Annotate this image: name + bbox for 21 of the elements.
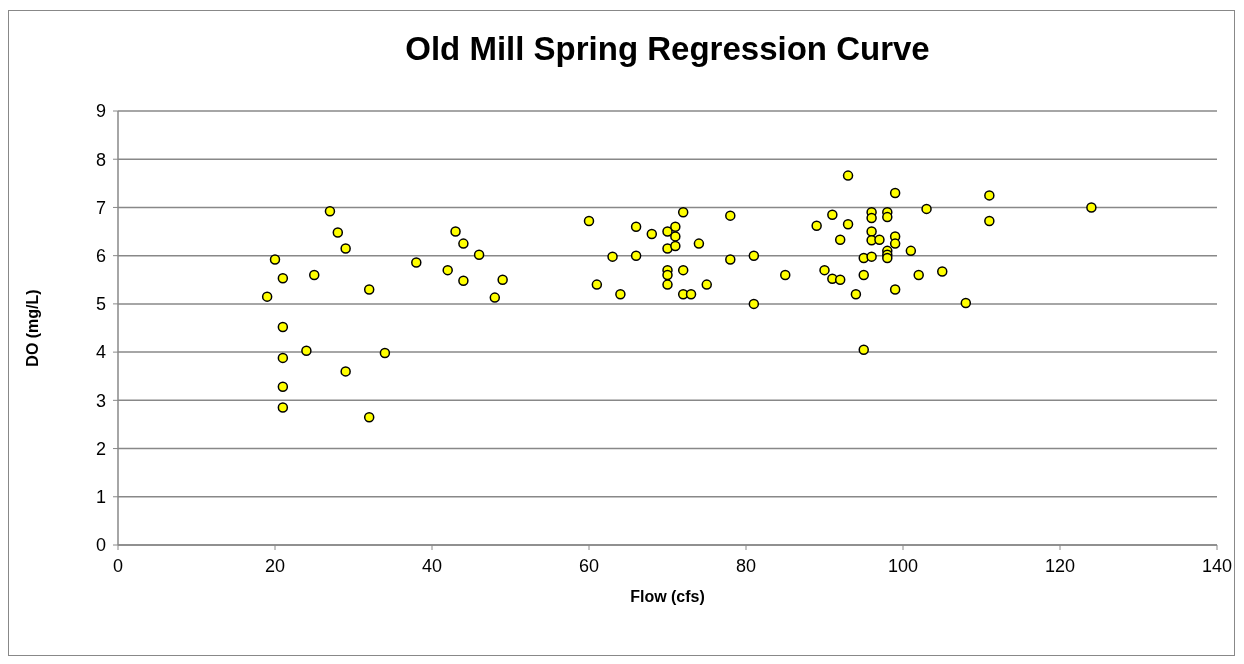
y-tick-label: 9 — [95, 101, 106, 122]
chart-title: Old Mill Spring Regression Curve — [405, 30, 930, 67]
y-axis-title: DO (mg/L) — [24, 289, 41, 367]
y-tick-label: 2 — [95, 438, 106, 459]
y-tick-label: 4 — [95, 342, 106, 363]
x-axis-title: Flow (cfs) — [630, 588, 705, 605]
y-tick-label: 6 — [95, 245, 106, 266]
y-tick-label: 8 — [95, 149, 106, 170]
y-tick-label: 1 — [95, 487, 106, 508]
x-tick-label: 120 — [1044, 556, 1076, 576]
y-tick-label: 0 — [95, 535, 106, 556]
y-tick-label: 5 — [95, 294, 106, 315]
x-tick-label: 100 — [887, 556, 919, 576]
y-tick-label: 3 — [95, 390, 106, 411]
y-tick-label: 7 — [95, 197, 106, 218]
x-tick-label: 40 — [421, 556, 443, 576]
x-tick-label: 60 — [578, 556, 600, 576]
x-tick-label: 140 — [1201, 556, 1233, 576]
x-tick-label: 0 — [112, 556, 124, 576]
x-tick-label: 80 — [735, 556, 757, 576]
x-tick-label: 20 — [264, 556, 286, 576]
